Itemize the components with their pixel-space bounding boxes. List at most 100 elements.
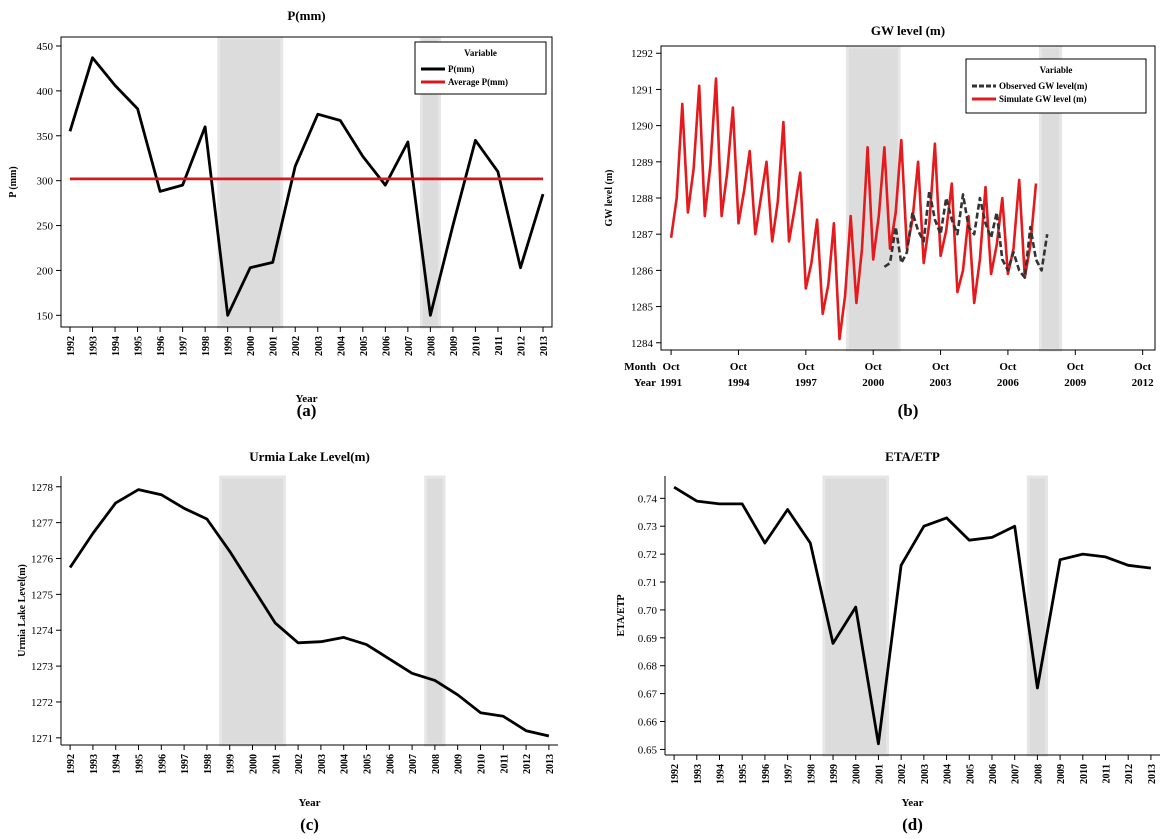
panel-label: (d) [902, 815, 923, 834]
panel-label: (c) [300, 815, 319, 834]
chart-title: ETA/ETP [885, 449, 940, 464]
shaded-period [845, 45, 901, 352]
x-tick-month-label: Oct [730, 361, 747, 373]
y-tick-label: 1285 [631, 302, 654, 314]
panel-label: (a) [297, 401, 317, 420]
series-line [883, 189, 1049, 279]
x-tick-label: 2008 [426, 336, 437, 356]
y-tick-label: 0.69 [638, 633, 658, 645]
x-axis-title: Year [296, 393, 318, 405]
y-tick-label: 1274 [31, 625, 54, 637]
x-tick-month-label: Oct [932, 361, 949, 373]
y-tick-label: 1284 [631, 338, 654, 350]
x-tick-label: 1995 [738, 764, 749, 784]
x-tick-label: 2005 [965, 764, 976, 784]
shaded-period [219, 475, 286, 747]
x-tick-label: 2013 [1147, 764, 1158, 784]
chart-title: P(mm) [287, 8, 325, 23]
x-tick-year-label: 1991 [660, 377, 682, 389]
x-tick-label: 2012 [1124, 764, 1135, 784]
x-tick-label: 2005 [362, 754, 373, 774]
y-tick-label: 1273 [31, 661, 54, 673]
y-tick-label: 1287 [631, 229, 654, 241]
panel-c-urmia-lake-level-chart: Urmia Lake Level(m) 1271 1272 1273 1274 1275 1… [17, 449, 558, 834]
x-tick-label: 2013 [545, 754, 556, 774]
x-tick-label: 1997 [180, 754, 191, 774]
legend-title: Variable [1040, 65, 1073, 75]
y-tick-label: 0.66 [638, 717, 658, 729]
x-tick-label: 2010 [471, 336, 482, 356]
x-tick-label: 2009 [454, 754, 465, 774]
y-tick-label: 250 [37, 221, 54, 233]
x-tick-label: 2003 [314, 336, 325, 356]
x-tick-month-label: Oct [865, 361, 882, 373]
y-tick-label: 0.74 [638, 493, 658, 505]
y-tick-label: 1272 [31, 697, 53, 709]
x-axis-title: Year [299, 797, 321, 809]
y-tick-label: 0.68 [638, 661, 658, 673]
plot-frame [60, 36, 553, 328]
chart-title: Urmia Lake Level(m) [249, 449, 370, 464]
y-tick-label: 1275 [31, 589, 54, 601]
x-tick-label: 2000 [246, 336, 257, 356]
x-tick-label: 1999 [224, 336, 235, 356]
panel-d-eta-etp-chart: ETA/ETP 0.65 0.66 0.67 0.68 0.69 0.70 0.71 0.72 0… [616, 449, 1160, 834]
x-tick-label: 2000 [249, 754, 260, 774]
series-line [673, 486, 1152, 746]
x-tick-label: 2003 [920, 764, 931, 784]
x-axis-title: Year [902, 797, 924, 809]
x-tick-year-label: 2000 [862, 377, 885, 389]
x-tick-label: 2005 [359, 336, 370, 356]
y-tick-label: 1288 [631, 193, 654, 205]
y-tick-label: 1290 [631, 121, 654, 133]
x-tick-label: 2003 [317, 754, 328, 774]
x-tick-label: 2011 [494, 336, 505, 355]
series-line [669, 77, 1038, 341]
y-axis-title: GW level (m) [604, 169, 615, 226]
legend-entry: P(mm) [448, 64, 475, 74]
y-axis-title: P (mm) [8, 166, 19, 197]
y-tick-label: 1277 [31, 518, 54, 530]
y-tick-label: 0.65 [638, 744, 658, 756]
x-tick-label: 1996 [157, 754, 168, 774]
x-tick-label: 1997 [179, 336, 190, 356]
panel-b-gw-level-chart: GW level (m) 1284 1285 1286 1287 1288 1289 1290… [604, 23, 1156, 420]
x-tick-label: 2010 [476, 754, 487, 774]
x-tick-month-label: Oct [1067, 361, 1084, 373]
x-tick-label: 2007 [1011, 764, 1022, 784]
x-tick-label: 2006 [381, 336, 392, 356]
series-line [68, 488, 550, 738]
x-tick-label: 2011 [499, 754, 510, 773]
x-tick-year-label: 2006 [997, 377, 1020, 389]
x-row-label-month: Month [624, 361, 656, 373]
y-tick-label: 450 [37, 41, 54, 53]
x-tick-label: 2004 [943, 764, 954, 784]
y-tick-label: 1278 [31, 482, 54, 494]
panel-a-precipitation-chart: P(mm) 150 200 250 300 350 400 450 P (mm) 1992 1993… [8, 8, 553, 420]
x-tick-year-label: 2003 [930, 377, 953, 389]
x-tick-label: 2009 [1056, 764, 1067, 784]
x-tick-label: 2001 [271, 754, 282, 774]
x-tick-label: 2002 [291, 336, 302, 356]
chart-title: GW level (m) [871, 23, 945, 38]
shaded-period [1026, 475, 1048, 757]
x-tick-label: 1999 [829, 764, 840, 784]
y-tick-label: 0.71 [638, 577, 657, 589]
x-tick-label: 2007 [408, 754, 419, 774]
x-tick-label: 2002 [897, 764, 908, 784]
y-tick-label: 0.73 [638, 521, 658, 533]
x-tick-year-label: 2012 [1132, 377, 1155, 389]
x-tick-label: 2001 [269, 336, 280, 356]
x-tick-label: 2006 [385, 754, 396, 774]
x-tick-year-label: 2009 [1064, 377, 1087, 389]
x-tick-month-label: Oct [999, 361, 1016, 373]
x-tick-label: 2004 [336, 336, 347, 356]
x-tick-label: 1995 [135, 754, 146, 774]
y-tick-label: 300 [37, 176, 54, 188]
x-tick-label: 2010 [1079, 764, 1090, 784]
x-tick-label: 2008 [1033, 764, 1044, 784]
y-tick-label: 350 [37, 131, 54, 143]
x-tick-year-label: 1997 [795, 377, 818, 389]
x-row-label-year: Year [634, 377, 656, 389]
x-tick-label: 1997 [784, 764, 795, 784]
